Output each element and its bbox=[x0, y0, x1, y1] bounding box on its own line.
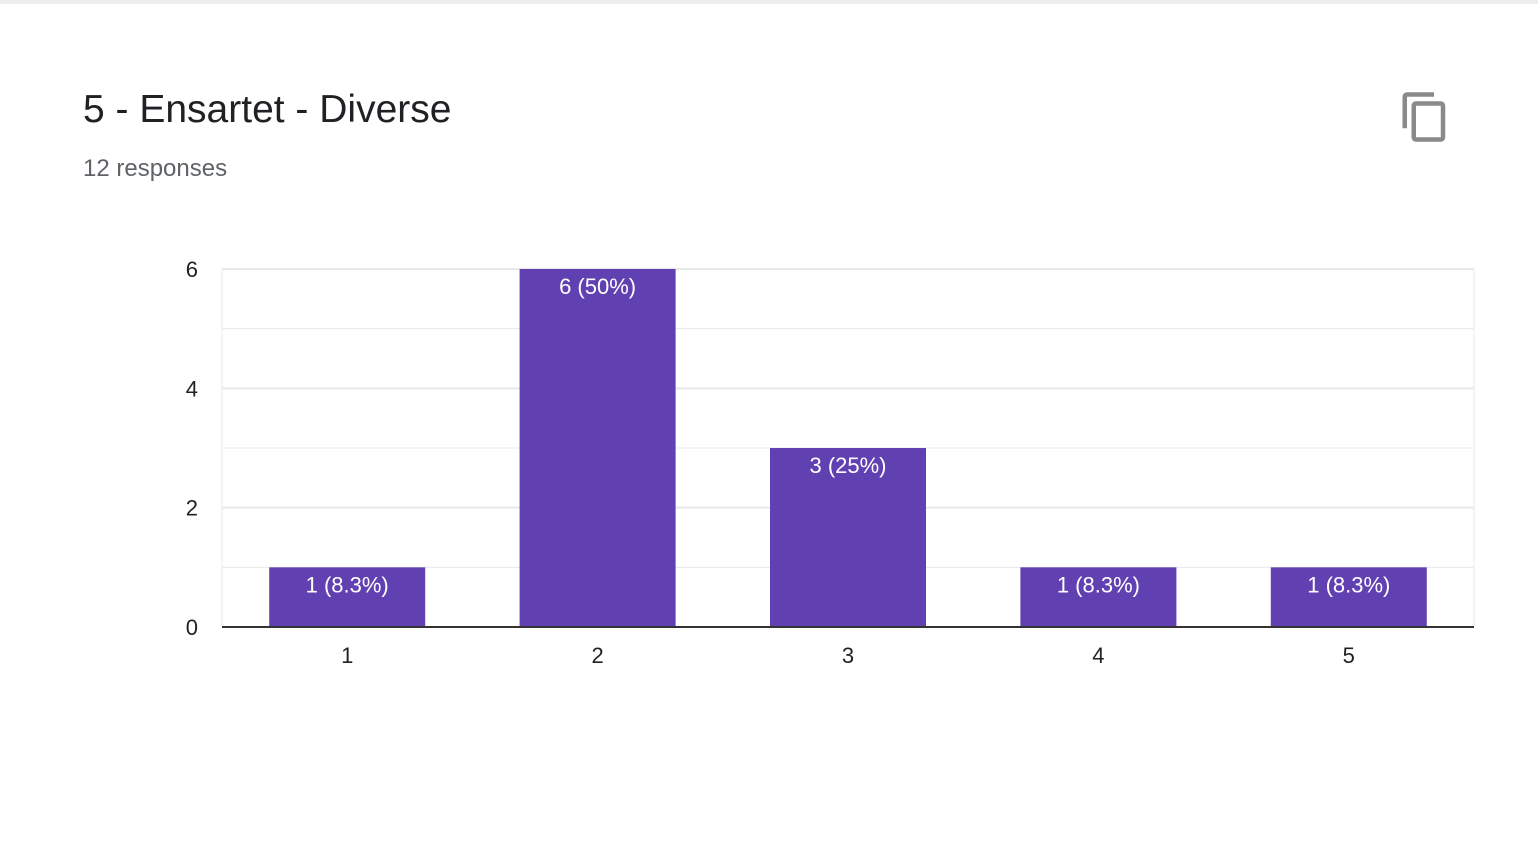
bar bbox=[269, 567, 426, 627]
bars bbox=[269, 269, 1427, 627]
y-tick-label: 0 bbox=[186, 615, 198, 640]
x-tick-label: 5 bbox=[1343, 643, 1355, 668]
y-tick-label: 4 bbox=[186, 376, 198, 401]
copy-icon bbox=[1402, 92, 1446, 142]
copy-chart-button[interactable] bbox=[1398, 90, 1452, 144]
bar-data-label: 1 (8.3%) bbox=[1307, 572, 1390, 597]
question-title: 5 - Ensartet - Diverse bbox=[83, 88, 452, 131]
bar bbox=[1270, 567, 1427, 627]
x-tick-label: 2 bbox=[591, 643, 603, 668]
bar bbox=[519, 269, 676, 627]
labels: 0 2 4 6 1 (8.3%) 1 6 (50%) 2 3 (25%) 3 1 (8.3%) 4 1 … bbox=[186, 257, 1391, 668]
top-divider bbox=[0, 0, 1538, 4]
bar-data-label: 6 (50%) bbox=[559, 274, 636, 299]
x-tick-label: 1 bbox=[341, 643, 353, 668]
x-tick-label: 3 bbox=[842, 643, 854, 668]
bar-data-label: 1 (8.3%) bbox=[306, 572, 389, 597]
bar-data-label: 1 (8.3%) bbox=[1057, 572, 1140, 597]
response-count: 12 responses bbox=[83, 155, 228, 182]
bar-data-label: 3 (25%) bbox=[809, 453, 886, 478]
y-tick-label: 2 bbox=[186, 496, 198, 521]
bar bbox=[770, 448, 926, 627]
bar bbox=[1020, 567, 1177, 627]
y-tick-label: 6 bbox=[186, 257, 198, 282]
x-tick-label: 4 bbox=[1092, 643, 1104, 668]
